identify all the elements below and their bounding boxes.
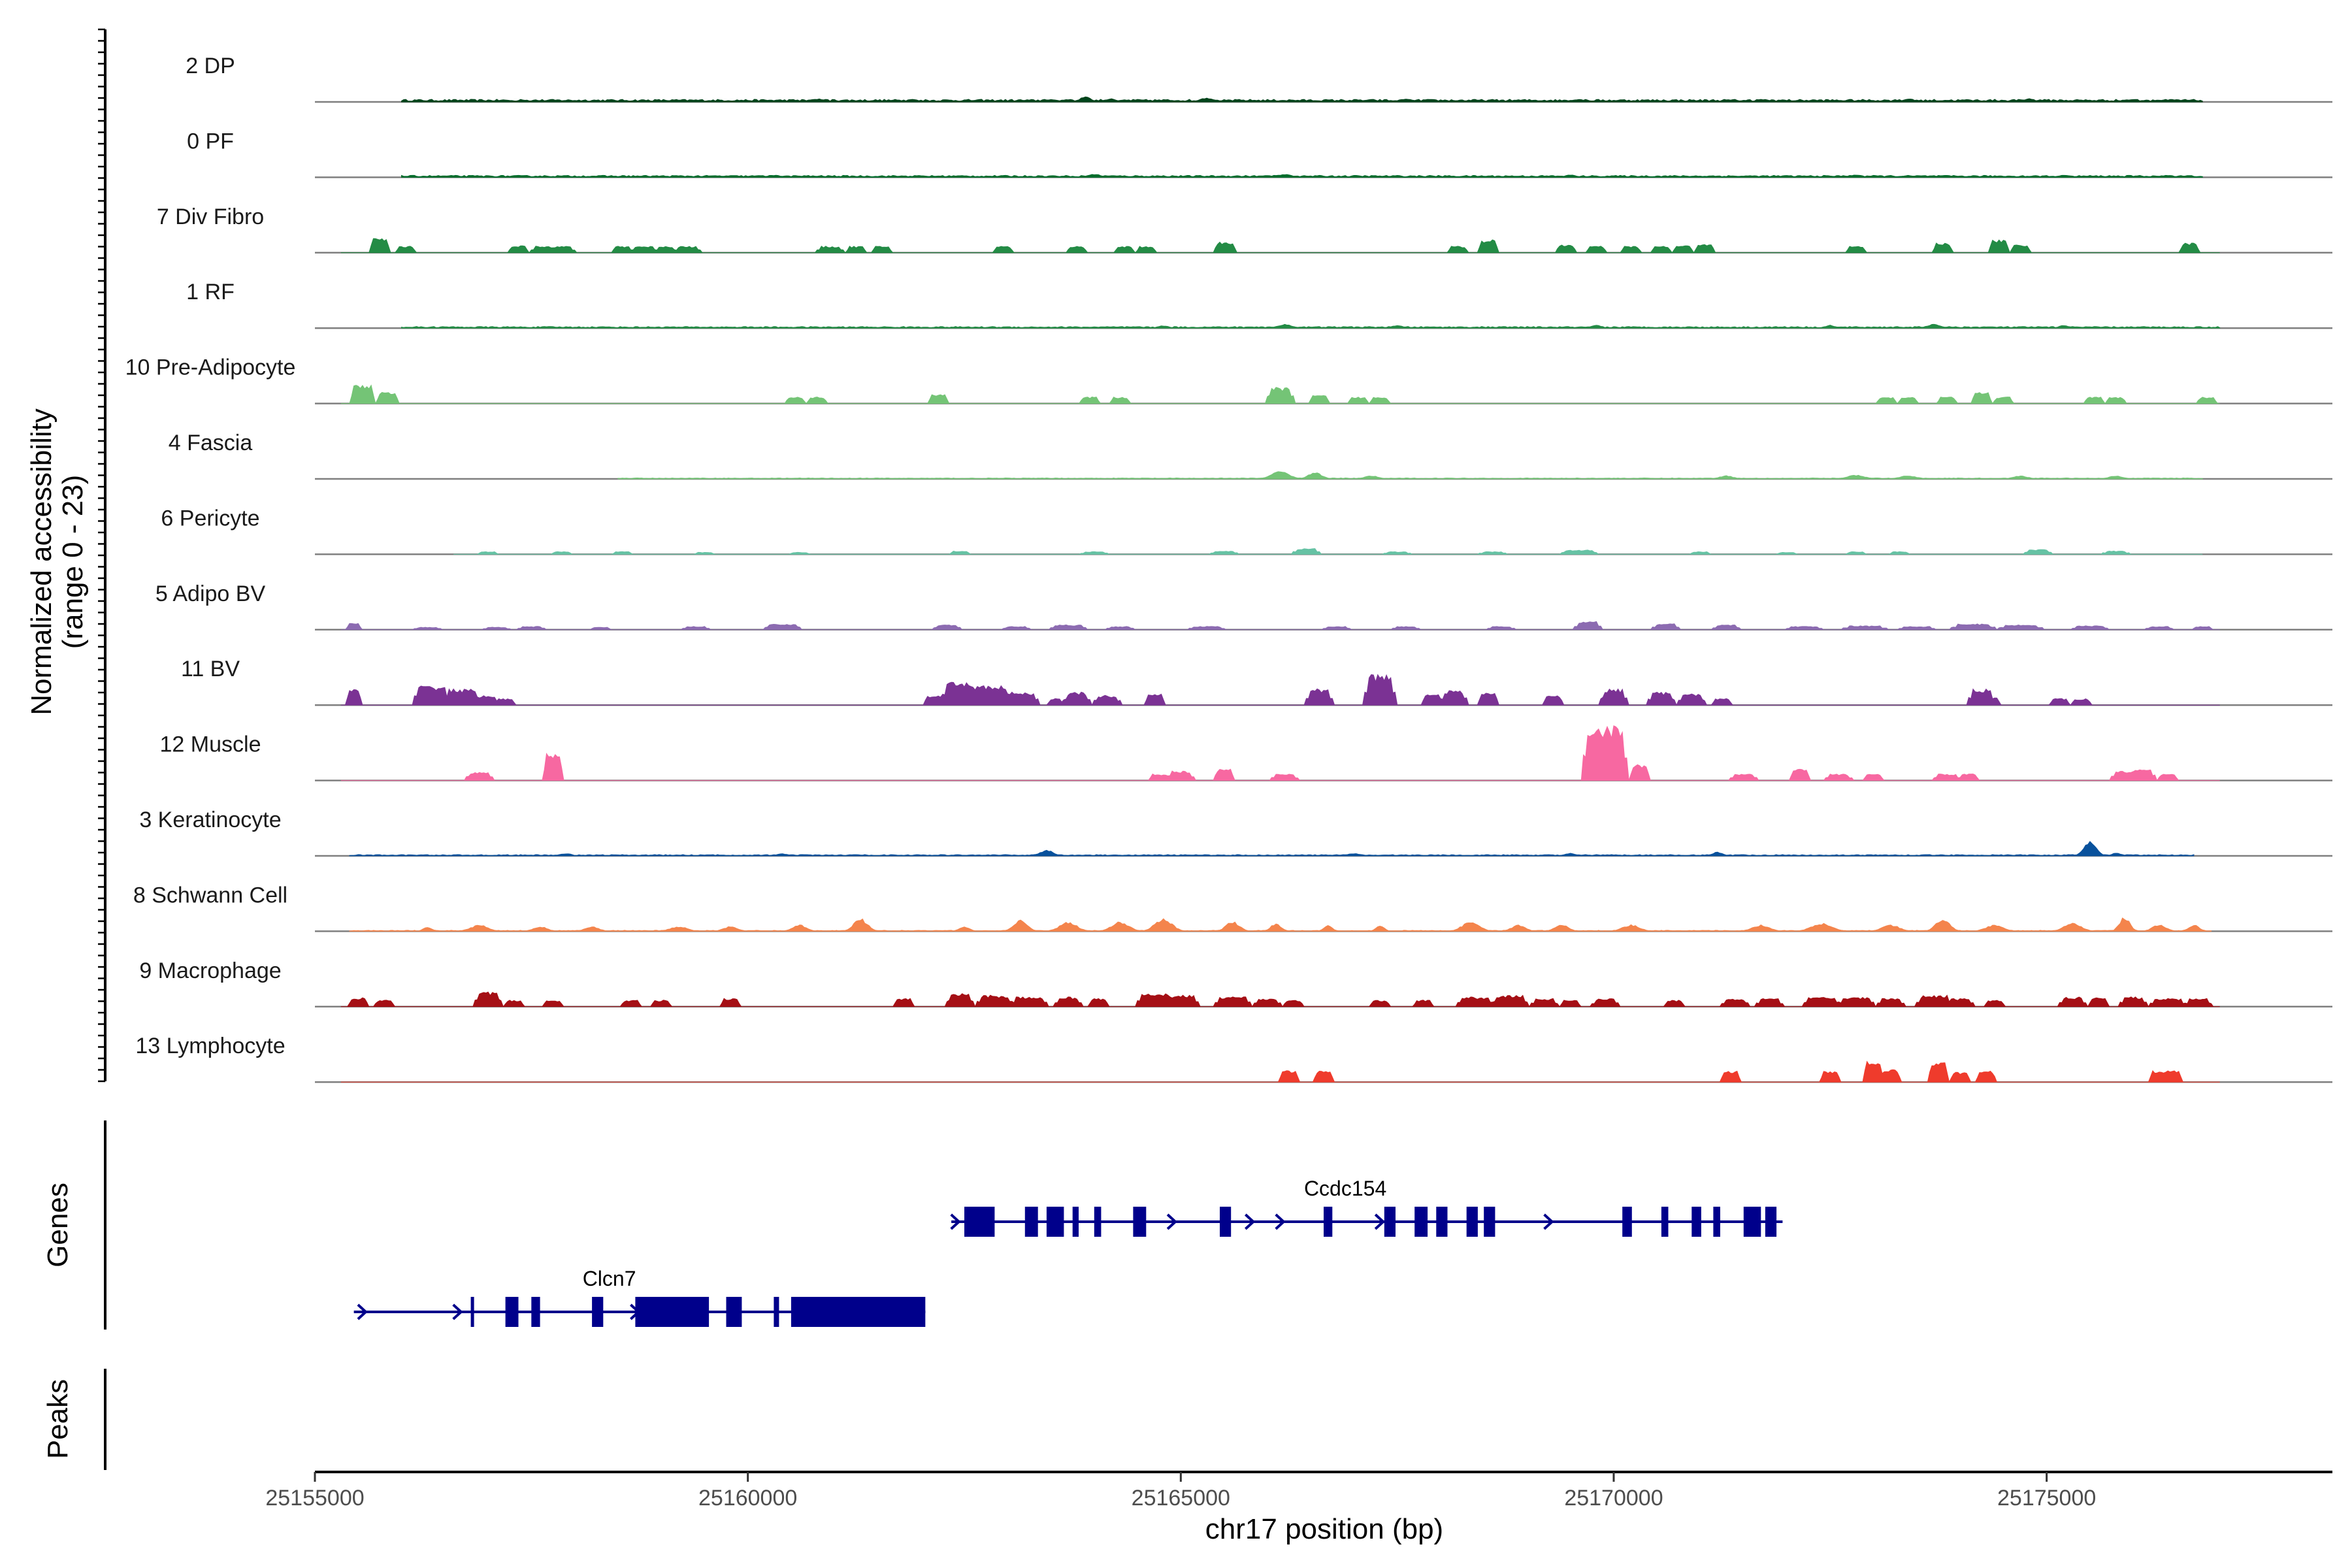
coverage-area-2-dp: [401, 96, 2203, 103]
track-0-pf: 0 PF: [187, 129, 2332, 178]
gene-exon: [1324, 1207, 1333, 1237]
gene-exon: [1484, 1207, 1495, 1237]
gene-exon: [1466, 1207, 1478, 1237]
coverage-area-0-pf: [401, 174, 2203, 178]
coverage-area-1-rf: [401, 323, 2221, 329]
coverage-area-8-schwann-cell: [349, 917, 2212, 932]
track-2-dp: 2 DP: [186, 54, 2332, 103]
gene-label: Clcn7: [583, 1267, 636, 1290]
gene-exon: [1436, 1207, 1448, 1237]
track-label: 11 BV: [181, 657, 240, 681]
track-label: 7 Div Fibro: [157, 204, 264, 229]
track-label: 13 Lymphocyte: [135, 1034, 285, 1058]
track-11-bv: 11 BV: [181, 657, 2332, 706]
gene-exon: [964, 1207, 995, 1237]
x-tick-label: 25155000: [265, 1486, 364, 1511]
x-tick-label: 25170000: [1564, 1486, 1663, 1511]
strand-arrow: [950, 1213, 961, 1230]
coverage-area-3-keratinocyte: [349, 841, 2195, 857]
coverage-area-13-lymphocyte: [340, 1060, 2220, 1083]
track-label: 6 Pericyte: [161, 506, 259, 531]
gene-exon: [1691, 1207, 1701, 1237]
track-label: 3 Keratinocyte: [139, 808, 281, 832]
track-label: 10 Pre-Adipocyte: [125, 355, 296, 380]
coverage-area-11-bv: [340, 674, 2220, 706]
gene-exon: [791, 1297, 926, 1327]
gene-exon: [505, 1297, 519, 1327]
gene-clcn7: Clcn7: [353, 1267, 926, 1327]
gene-exon: [1622, 1207, 1632, 1237]
gene-exon: [470, 1297, 474, 1327]
track-7-div-fibro: 7 Div Fibro: [157, 204, 2332, 254]
gene-exon: [1046, 1207, 1064, 1237]
track-label: 8 Schwann Cell: [133, 883, 287, 907]
track-label: 0 PF: [187, 129, 234, 154]
gene-exon: [1133, 1207, 1147, 1237]
peaks-panel-label: Peaks: [42, 1379, 74, 1459]
track-6-pericyte: 6 Pericyte: [161, 506, 2332, 555]
gene-exon: [1220, 1207, 1232, 1237]
coverage-tracks: 2 DP 0 PF 7 Div Fibro 1 RF 10 Pre-Adipocyte 4…: [125, 54, 2332, 1083]
track-10-pre-adipocyte: 10 Pre-Adipocyte: [125, 355, 2332, 405]
track-1-rf: 1 RF: [186, 280, 2332, 329]
genes-panel-label: Genes: [42, 1183, 74, 1267]
coverage-area-12-muscle: [340, 725, 2220, 781]
track-label: 1 RF: [186, 280, 235, 304]
gene-exon: [1024, 1207, 1038, 1237]
track-8-schwann-cell: 8 Schwann Cell: [133, 883, 2332, 932]
strand-arrow: [630, 1303, 641, 1320]
gene-label: Ccdc154: [1304, 1177, 1386, 1200]
track-12-muscle: 12 Muscle: [160, 725, 2332, 781]
strand-arrow: [1166, 1213, 1178, 1230]
x-axis-ticks: 25155000 25160000 25165000 25170000 25175000: [265, 1472, 2096, 1511]
gene-ccdc154: Ccdc154: [950, 1177, 1783, 1237]
coverage-area-9-macrophage: [340, 991, 2220, 1008]
gene-exon: [531, 1297, 540, 1327]
strand-arrow: [1244, 1213, 1256, 1230]
track-3-keratinocyte: 3 Keratinocyte: [139, 808, 2332, 857]
gene-exon: [635, 1297, 710, 1327]
coverage-area-6-pericyte: [453, 548, 2203, 555]
gene-exon: [1414, 1207, 1428, 1237]
track-label: 4 Fascia: [169, 431, 253, 455]
strand-arrow: [1275, 1213, 1286, 1230]
gene-exon: [1384, 1207, 1396, 1237]
coverage-area-4-fascia: [617, 471, 2203, 480]
gene-annotation-track: Ccdc154 Clcn7: [353, 1177, 1783, 1327]
gene-exon: [774, 1297, 779, 1327]
strand-arrow: [1374, 1213, 1386, 1230]
track-label: 12 Muscle: [160, 732, 261, 757]
coverage-area-10-pre-adipocyte: [340, 384, 2220, 405]
x-tick-label: 25165000: [1132, 1486, 1230, 1511]
gene-exon: [592, 1297, 604, 1327]
gene-exon: [1765, 1207, 1777, 1237]
coverage-area-5-adipo-bv: [340, 621, 2220, 630]
track-9-macrophage: 9 Macrophage: [139, 958, 2332, 1008]
strand-arrow: [452, 1303, 463, 1320]
track-4-fascia: 4 Fascia: [169, 431, 2332, 480]
gene-exon: [1713, 1207, 1720, 1237]
strand-arrow: [1543, 1213, 1554, 1230]
coverage-area-7-div-fibro: [340, 238, 2220, 254]
track-label: 9 Macrophage: [139, 958, 281, 983]
y-axis-title-line2: (range 0 - 23): [57, 475, 89, 649]
gene-exon: [1743, 1207, 1761, 1237]
x-tick-label: 25160000: [698, 1486, 797, 1511]
x-tick-label: 25175000: [1997, 1486, 2096, 1511]
strand-arrow: [357, 1303, 368, 1320]
x-axis-title: chr17 position (bp): [1205, 1513, 1443, 1545]
track-13-lymphocyte: 13 Lymphocyte: [135, 1034, 2332, 1083]
gene-exon: [1661, 1207, 1669, 1237]
track-label: 5 Adipo BV: [155, 581, 266, 606]
gene-exon: [1094, 1207, 1102, 1237]
gene-exon: [1072, 1207, 1079, 1237]
track-label: 2 DP: [186, 54, 235, 78]
coverage-y-axis-ticks: [98, 28, 105, 1083]
track-5-adipo-bv: 5 Adipo BV: [155, 581, 2332, 631]
y-axis-title-line1: Normalized accessibility: [25, 408, 57, 715]
gene-exon: [726, 1297, 742, 1327]
